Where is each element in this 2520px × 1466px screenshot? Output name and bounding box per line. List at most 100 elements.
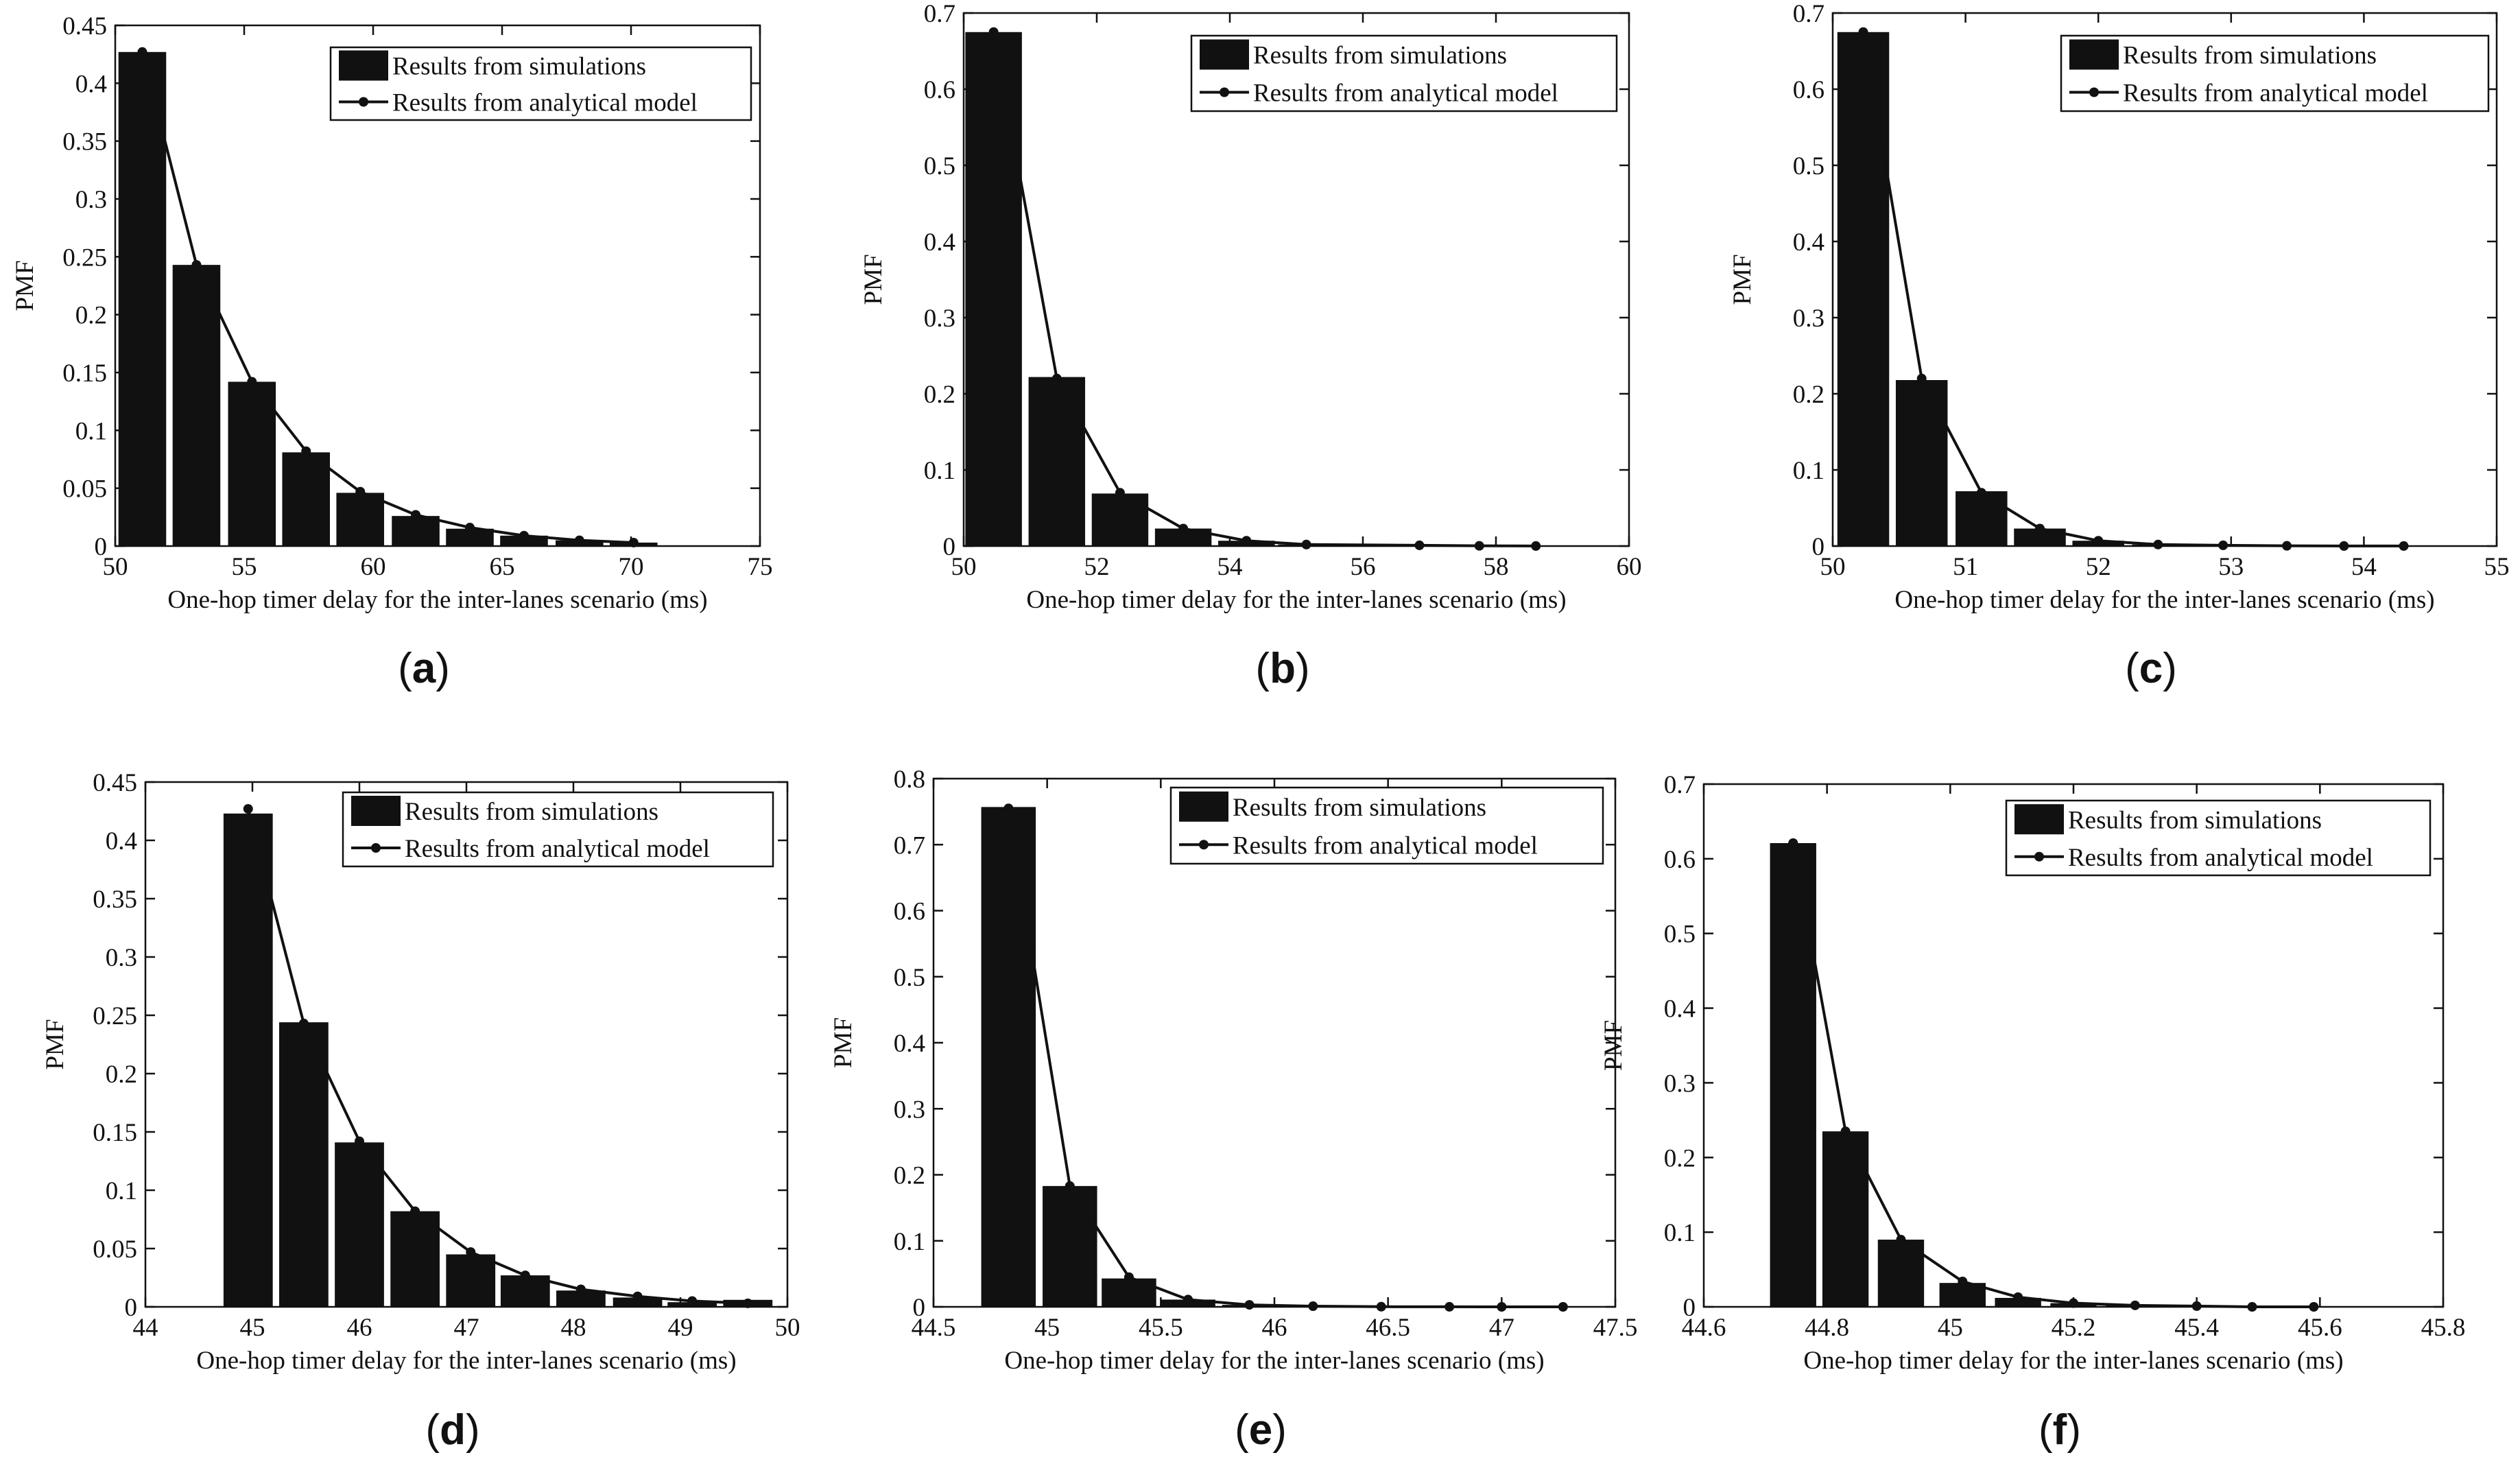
bar — [335, 1142, 384, 1307]
legend-entry: Results from analytical model — [2123, 80, 2428, 108]
x-tick-label: 46.5 — [1366, 1314, 1410, 1342]
line-point — [465, 523, 475, 533]
line-point — [1178, 523, 1189, 534]
legend: Results from simulations Results from ana… — [1190, 34, 1618, 113]
legend-swatch-marker — [2089, 87, 2099, 97]
legend: Results from simulations Results from ana… — [2060, 34, 2490, 113]
legend: Results from simulations Results from ana… — [329, 46, 752, 121]
line-point — [1301, 539, 1311, 549]
x-tick-label: 45 — [1034, 1314, 1060, 1342]
line-point — [1376, 1301, 1386, 1312]
x-tick-label: 50 — [103, 553, 128, 581]
y-tick-label: 0.7 — [1793, 0, 1824, 28]
line-point — [574, 535, 584, 545]
bar — [279, 1022, 329, 1307]
legend-box — [342, 791, 774, 868]
y-tick-label: 0.5 — [924, 152, 955, 180]
legend-entry: Results from analytical model — [1233, 831, 1538, 860]
x-tick-label: 45.8 — [2421, 1314, 2466, 1342]
line-point — [2130, 1300, 2140, 1310]
y-tick-label: 0.3 — [75, 186, 107, 214]
line-point — [355, 486, 366, 497]
y-axis-label: PMF — [1728, 254, 1757, 305]
x-tick-label: 75 — [748, 553, 773, 581]
y-tick-label: 0.1 — [894, 1228, 925, 1256]
legend-swatch-bar — [351, 796, 401, 826]
x-tick-label: 60 — [1617, 553, 1642, 581]
line-point — [1124, 1272, 1134, 1282]
panel-label: (f) — [2038, 1406, 2081, 1454]
y-tick-label: 0.2 — [1793, 381, 1824, 409]
bar — [1837, 32, 1890, 546]
legend-box — [329, 46, 752, 121]
line-point — [520, 1270, 530, 1281]
line-point — [1241, 536, 1252, 546]
chart-panel-4: 0 0.05 0.1 0.15 0.2 0.25 0.3 0.35 0.4 0.45 44 45 46 4… — [41, 769, 800, 1454]
x-axis-label: One-hop timer delay for the inter-lanes … — [1803, 1347, 2343, 1375]
bar — [1028, 377, 1086, 546]
line-point — [2035, 523, 2045, 534]
legend-entry: Results from analytical model — [2068, 844, 2373, 872]
bar — [392, 516, 440, 546]
legend-swatch-bar — [2014, 804, 2064, 835]
legend: Results from simulations Results from ana… — [342, 791, 774, 868]
legend-swatch-marker — [371, 843, 381, 853]
line-point — [2282, 541, 2292, 551]
y-tick-label: 0.25 — [62, 244, 107, 272]
line-point — [1958, 1276, 1968, 1286]
x-tick-label: 45.4 — [2174, 1314, 2219, 1342]
legend-entry: Results from analytical model — [392, 89, 698, 117]
x-tick-label: 60 — [361, 553, 386, 581]
y-axis-label: PMF — [41, 1019, 69, 1069]
bar — [1995, 1297, 2041, 1307]
y-tick-label: 0.4 — [1793, 228, 1824, 257]
bar — [965, 32, 1022, 546]
x-tick-label: 50 — [1820, 553, 1846, 581]
y-tick-label: 0.05 — [93, 1236, 137, 1264]
line-point — [1474, 541, 1484, 551]
y-tick-label: 0.1 — [1793, 457, 1824, 485]
legend: Results from simulations Results from ana… — [1169, 786, 1604, 865]
y-tick-label: 0 — [1683, 1294, 1696, 1322]
line-point — [2399, 541, 2409, 551]
y-tick-label: 0.45 — [93, 769, 137, 797]
x-tick-label: 52 — [2086, 553, 2111, 581]
x-tick-label: 51 — [1953, 553, 1978, 581]
line-point — [1976, 488, 1986, 498]
x-tick-label: 47 — [454, 1314, 479, 1342]
x-tick-label: 65 — [490, 553, 515, 581]
y-tick-label: 0.7 — [894, 831, 925, 860]
line-point — [2247, 1302, 2257, 1312]
line-point — [1244, 1300, 1255, 1310]
x-tick-label: 44.5 — [912, 1314, 956, 1342]
bar — [1822, 1131, 1869, 1307]
y-axis-label: PMF — [829, 1017, 857, 1068]
y-tick-label: 0.4 — [924, 228, 955, 257]
chart-panel-2: 0 0.1 0.2 0.3 0.4 0.5 0.6 0.7 50 52 54 56 58 60 One-ho… — [859, 0, 1642, 692]
y-tick-label: 0.3 — [1793, 305, 1824, 333]
line-point — [466, 1247, 476, 1257]
bar — [172, 265, 221, 546]
line-point — [2093, 536, 2104, 546]
line-point — [575, 1284, 586, 1294]
legend-box — [2060, 34, 2490, 113]
legend-box — [1169, 786, 1604, 865]
line-point — [1065, 1181, 1075, 1191]
y-tick-label: 0.5 — [1664, 921, 1696, 949]
line-point — [1896, 1235, 1906, 1245]
x-axis-label: One-hop timer delay for the inter-lanes … — [1894, 586, 2434, 614]
line-point — [628, 537, 639, 547]
bar — [1895, 380, 1948, 546]
line-point — [1003, 803, 1014, 814]
x-tick-label: 45 — [1938, 1314, 1963, 1342]
x-axis-label: One-hop timer delay for the inter-lanes … — [1004, 1347, 1544, 1375]
x-tick-label: 55 — [232, 553, 257, 581]
x-tick-label: 46 — [347, 1314, 372, 1342]
legend-entry: Results from analytical model — [1253, 80, 1558, 108]
analytical-line — [1862, 32, 2404, 547]
panel-label: (e) — [1235, 1406, 1287, 1454]
line-point — [519, 530, 529, 541]
bar — [282, 452, 331, 546]
line-point — [2309, 1302, 2319, 1312]
